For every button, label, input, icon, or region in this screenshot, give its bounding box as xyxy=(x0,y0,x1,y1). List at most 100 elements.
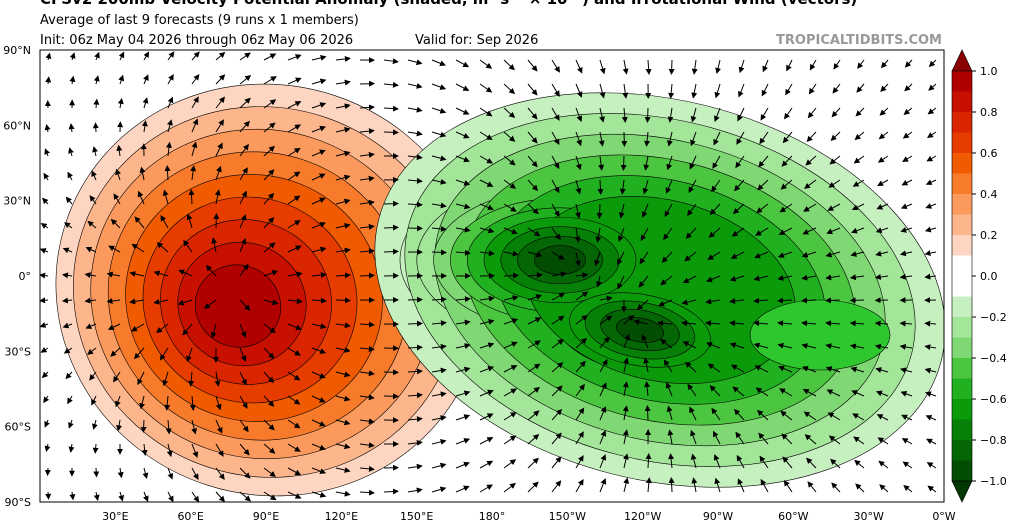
wind-vector xyxy=(878,131,889,140)
wind-vector xyxy=(141,120,148,133)
wind-vector xyxy=(527,410,540,421)
wind-vector xyxy=(62,247,73,254)
wind-vector xyxy=(575,291,589,301)
wind-vector xyxy=(69,75,76,85)
wind-vector xyxy=(681,299,697,306)
wind-vector xyxy=(215,96,225,109)
colorbar-segment xyxy=(952,153,972,174)
wind-vector xyxy=(831,482,841,493)
wind-vector xyxy=(93,467,100,478)
wind-vector xyxy=(801,320,817,327)
wind-vector xyxy=(503,131,516,142)
wind-vector xyxy=(41,371,49,379)
wind-vector xyxy=(335,395,351,402)
wind-vector xyxy=(691,477,698,493)
wind-vector xyxy=(359,346,375,352)
wind-vector xyxy=(40,322,49,328)
wind-vector xyxy=(335,272,351,279)
wind-vector xyxy=(263,371,275,384)
wind-vector xyxy=(904,59,913,68)
wind-vector xyxy=(359,104,375,111)
wind-vector xyxy=(527,457,539,469)
wind-vector xyxy=(660,275,673,286)
wind-vector xyxy=(849,274,865,281)
wind-vector xyxy=(825,366,841,373)
wind-vector xyxy=(191,141,198,157)
wind-vector xyxy=(407,439,423,446)
wind-vector xyxy=(153,270,169,277)
wind-vector xyxy=(65,196,73,205)
init-time: Init: 06z May 04 2026 through 06z May 06… xyxy=(40,33,353,48)
wind-vector xyxy=(263,192,275,205)
wind-vector xyxy=(527,251,543,258)
wind-vector xyxy=(827,203,841,211)
wind-vector xyxy=(786,59,793,72)
wind-vector xyxy=(622,429,629,445)
wind-vector xyxy=(642,179,649,195)
wind-vector xyxy=(110,218,121,229)
wind-vector xyxy=(335,443,351,450)
wind-vector xyxy=(730,251,745,259)
wind-vector xyxy=(167,119,173,133)
wind-vector xyxy=(527,155,538,168)
contour-fill xyxy=(194,264,282,348)
wind-vector xyxy=(503,107,516,119)
wind-vector xyxy=(116,144,123,157)
wind-vector xyxy=(729,320,745,327)
wind-vector xyxy=(801,297,817,304)
wind-vector xyxy=(527,83,538,96)
wind-vector xyxy=(191,74,200,85)
subtitle: Average of last 9 forecasts (9 runs x 1 … xyxy=(40,13,359,28)
wind-vector xyxy=(503,83,516,95)
wind-vector xyxy=(851,390,865,397)
wind-vector xyxy=(503,295,519,301)
wind-vector xyxy=(832,83,841,94)
wind-vector xyxy=(855,483,865,493)
wind-vector xyxy=(117,97,124,109)
wind-vector xyxy=(802,227,817,235)
wind-vector xyxy=(335,150,351,157)
wind-vector xyxy=(925,391,937,398)
wind-vector xyxy=(877,437,889,445)
wind-vector xyxy=(407,83,423,89)
wind-vector xyxy=(689,406,697,421)
wind-vector xyxy=(186,347,193,363)
wind-vector xyxy=(551,107,560,121)
wind-vector xyxy=(335,55,351,62)
wind-vector xyxy=(734,179,745,192)
wind-vector xyxy=(575,83,583,98)
wind-vector xyxy=(45,76,52,85)
wind-vector xyxy=(876,203,889,210)
wind-vector xyxy=(849,343,865,350)
wind-vector xyxy=(40,223,49,229)
wind-vector xyxy=(335,419,351,426)
colorbar-segment xyxy=(952,112,972,133)
wind-vector xyxy=(599,382,607,397)
wind-vector xyxy=(91,170,97,181)
wind-vector xyxy=(359,248,375,255)
wind-vector xyxy=(758,155,769,168)
wind-vector xyxy=(455,155,470,163)
wind-vector xyxy=(287,347,301,356)
wind-vector xyxy=(431,391,447,398)
wind-vector xyxy=(311,197,326,205)
wind-vector xyxy=(407,392,423,399)
wind-vector xyxy=(729,275,745,282)
wind-vector xyxy=(455,319,471,326)
lat-label: 30°S xyxy=(5,345,31,358)
wind-vector xyxy=(551,385,563,397)
wind-vector xyxy=(879,484,889,493)
wind-vector xyxy=(263,53,277,61)
wind-vector xyxy=(431,83,447,90)
wind-vector xyxy=(45,52,52,61)
wind-vector xyxy=(182,323,193,336)
wind-vector xyxy=(383,200,399,207)
wind-vector xyxy=(311,467,327,474)
colorbar-segment xyxy=(952,296,972,318)
watermark: TROPICALTIDBITS.COM xyxy=(776,33,942,48)
wind-vector xyxy=(874,273,889,280)
wind-vector xyxy=(735,431,745,445)
colorbar-segment xyxy=(952,337,972,359)
wind-vector xyxy=(383,248,399,255)
wind-vector xyxy=(68,419,74,429)
